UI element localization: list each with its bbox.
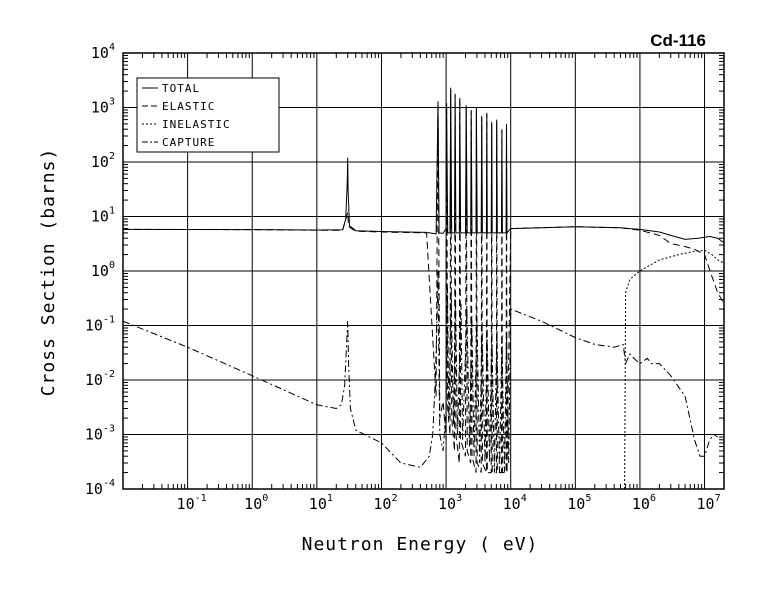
x-tick-label-7-exponent: 6: [650, 493, 656, 504]
x-tick-label-2: 101: [309, 493, 333, 513]
y-tick-label-0-exponent: -4: [103, 478, 115, 489]
x-tick-label-8-base: 10: [697, 495, 715, 513]
x-tick-label-4-exponent: 3: [456, 493, 462, 504]
chart-title: Cd-116: [650, 31, 706, 50]
y-tick-label-1-exponent: -3: [103, 424, 115, 435]
y-tick-label-3-exponent: -1: [103, 315, 115, 326]
series-line-capture: [122, 270, 718, 473]
x-tick-label-3-base: 10: [373, 495, 391, 513]
y-tick-label-8: 104: [91, 42, 115, 62]
x-tick-label-2-base: 10: [309, 495, 327, 513]
x-tick-label-0: 10-1: [177, 493, 207, 513]
x-tick-label-1: 100: [244, 493, 268, 513]
legend-box: [136, 77, 280, 153]
x-tick-label-0-base: 10: [177, 495, 195, 513]
y-tick-label-4: 100: [91, 260, 115, 280]
x-tick-label-5-exponent: 4: [521, 493, 527, 504]
x-tick-label-8-exponent: 7: [715, 493, 721, 504]
y-tick-label-4-exponent: 0: [109, 260, 115, 271]
series-line-inelastic: [624, 249, 725, 490]
y-tick-label-8-exponent: 4: [109, 42, 115, 53]
x-tick-label-3-exponent: 2: [391, 493, 397, 504]
y-tick-label-5-exponent: 1: [109, 206, 115, 217]
y-tick-label-0-base: 10: [85, 480, 103, 498]
legend-label-capture: CAPTURE: [162, 136, 215, 149]
x-tick-label-7-base: 10: [632, 495, 650, 513]
y-tick-label-3: 10-1: [85, 315, 115, 335]
y-tick-label-7-base: 10: [91, 99, 109, 117]
x-tick-label-4: 103: [438, 493, 462, 513]
series-lines: [122, 87, 725, 490]
legend: TOTAL ELASTIC INELASTIC CAPTURE: [136, 77, 280, 153]
x-tick-label-6: 105: [567, 493, 591, 513]
y-tick-label-4-base: 10: [91, 262, 109, 280]
y-tick-label-7-exponent: 3: [109, 97, 115, 108]
y-tick-label-8-base: 10: [91, 44, 109, 62]
tick-labels: 10-1 100 101 102 103 104 105 106 10710-410-310-2…: [85, 42, 721, 513]
x-tick-label-3: 102: [373, 493, 397, 513]
y-tick-label-2-exponent: -2: [103, 369, 115, 380]
y-tick-label-5-base: 10: [91, 208, 109, 226]
y-tick-label-6-base: 10: [91, 153, 109, 171]
y-tick-label-2: 10-2: [85, 369, 115, 389]
series-line-elastic: [122, 89, 725, 474]
x-tick-label-2-exponent: 1: [327, 493, 333, 504]
x-axis-title: Neutron Energy ( eV): [302, 534, 539, 555]
legend-label-total: TOTAL: [162, 82, 200, 95]
x-tick-label-6-exponent: 5: [585, 493, 591, 504]
y-tick-label-0: 10-4: [85, 478, 115, 498]
x-tick-label-8: 107: [697, 493, 721, 513]
x-tick-label-5: 104: [503, 493, 527, 513]
y-tick-label-7: 103: [91, 97, 115, 117]
y-tick-label-3-base: 10: [85, 317, 103, 335]
y-tick-label-1: 10-3: [85, 424, 115, 444]
x-tick-label-1-base: 10: [244, 495, 262, 513]
x-tick-label-0-exponent: -1: [195, 493, 207, 504]
x-tick-label-4-base: 10: [438, 495, 456, 513]
legend-label-elastic: ELASTIC: [162, 100, 215, 113]
y-tick-label-6: 102: [91, 151, 115, 171]
y-tick-label-2-base: 10: [85, 371, 103, 389]
y-tick-label-1-base: 10: [85, 426, 103, 444]
x-tick-label-6-base: 10: [567, 495, 585, 513]
y-axis-title: Cross Section (barns): [38, 148, 59, 397]
y-tick-label-6-exponent: 2: [109, 151, 115, 162]
plot-frame: [122, 52, 725, 490]
x-tick-label-1-exponent: 0: [262, 493, 268, 504]
y-tick-label-5: 101: [91, 206, 115, 226]
legend-label-inelastic: INELASTIC: [162, 118, 231, 131]
x-tick-label-7: 106: [632, 493, 656, 513]
plot-border: [122, 52, 725, 490]
x-tick-label-5-base: 10: [503, 495, 521, 513]
